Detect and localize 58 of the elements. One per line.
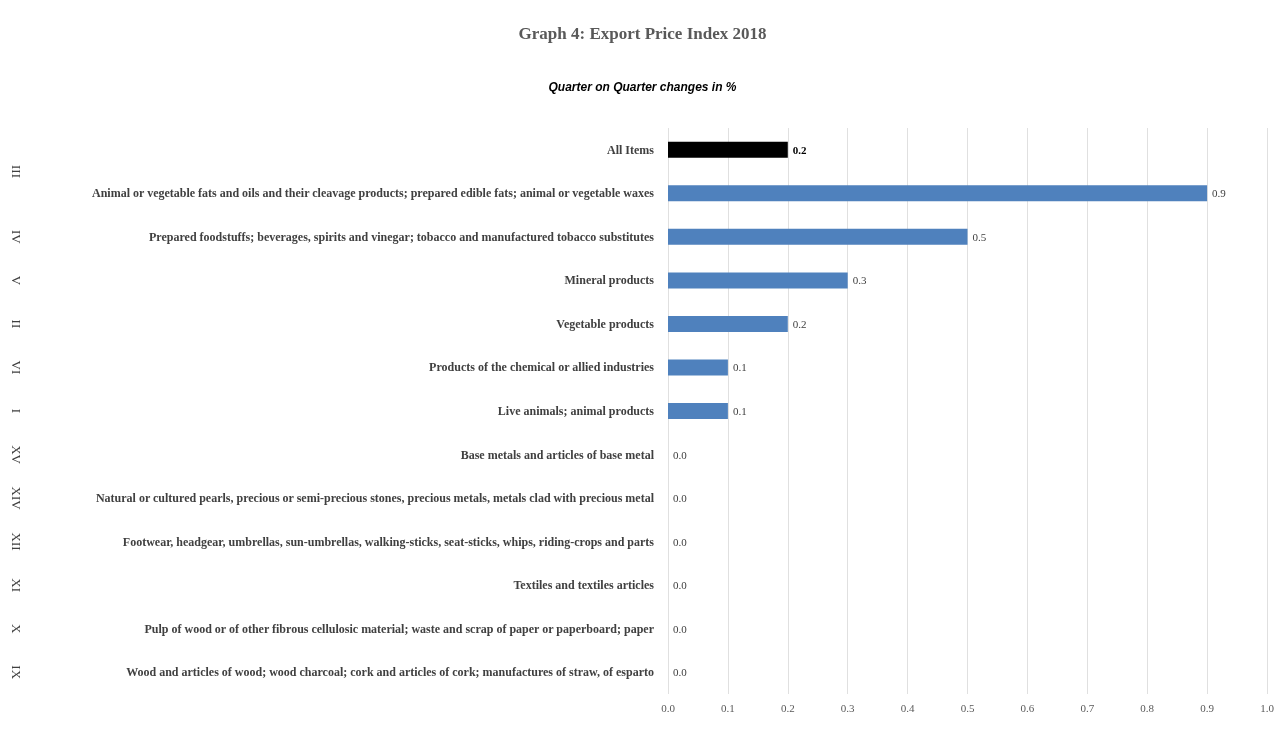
chart-subtitle: Quarter on Quarter changes in % [548,80,737,94]
x-tick-label: 0.7 [1080,701,1095,714]
data-label: 0.0 [673,492,688,505]
data-label: 0.0 [673,448,688,461]
y-tick-label: Base metals and articles of base metal [460,447,655,462]
y-tick-label: Live animals; animal products [497,404,655,418]
y-tick-label: Textiles and textiles articles [513,578,655,593]
x-tick-label: 0.4 [900,701,915,714]
y-tick-label: Footwear, headgear, umbrellas, sun-umbrellas, walking-sticks, seat-sticks, whips, riding-crops and parts [122,534,655,549]
text: XI [8,578,24,593]
x-tick-label: 0.0 [661,701,676,714]
bar [668,272,848,289]
data-label: 0.0 [673,535,688,548]
data-label: 0.9 [1212,187,1227,200]
text: I [8,408,24,414]
x-tick-label: 0.8 [1140,701,1155,714]
x-tick-label: 0.3 [840,701,856,714]
bar [668,359,728,376]
text: IX [8,665,24,680]
data-label: 0.0 [673,666,688,679]
bar [668,403,728,419]
y-tick-label: Pulp of wood or of other fibrous cellulosic material; waste and scrap of paper or paperboard; paper [144,621,655,636]
y-tick-label: Prepared foodstuffs; beverages, spirits and vinegar; tobacco and manufactured tobacco substitutes [149,229,655,244]
data-label: 0.3 [852,274,867,287]
text: IV [8,229,24,245]
data-label: 0.1 [732,361,747,374]
data-label: 0.5 [972,230,987,243]
text: VI [8,360,24,375]
text: XV [8,445,24,465]
bar [668,141,788,158]
text: II [8,319,24,329]
text: V [8,275,24,286]
y-tick-label: Vegetable products [556,316,655,331]
y-tick-label: Wood and articles of wood; wood charcoal; cork and articles of cork; manufactures of straw, of esparto [126,665,654,680]
bar [668,315,788,332]
data-label: 0.2 [792,143,808,156]
bar [668,228,968,245]
text: III [8,165,24,179]
data-label: 0.1 [732,405,747,417]
y-tick-label: All Items [607,142,655,157]
x-tick-label: 0.6 [1020,701,1035,714]
x-tick-label: 1.0 [1260,701,1275,714]
y-tick-label: Natural or cultured pearls, precious or semi-precious stones, precious metals, metals clad with precious metal [95,491,655,506]
x-tick-label: 0.9 [1200,701,1215,714]
y-tick-label: Products of the chemical or allied industries [429,360,655,375]
x-tick-label: 0.5 [960,701,975,714]
text: X [8,624,24,634]
x-tick-label: 0.1 [721,701,735,714]
data-label: 0.2 [792,317,807,330]
x-tick-label: 0.2 [780,701,795,714]
text: XIV [8,486,24,511]
y-tick-label: Animal or vegetable fats and oils and their cleavage products; prepared edible fats; animal or vegetable waxes [92,186,655,201]
data-label: 0.0 [673,579,688,592]
y-tick-label: Mineral products [564,273,655,288]
data-label: 0.0 [673,622,688,635]
text: XII [8,532,24,551]
bar [668,185,1208,202]
chart-title: Graph 4: Export Price Index 2018 [518,24,767,43]
